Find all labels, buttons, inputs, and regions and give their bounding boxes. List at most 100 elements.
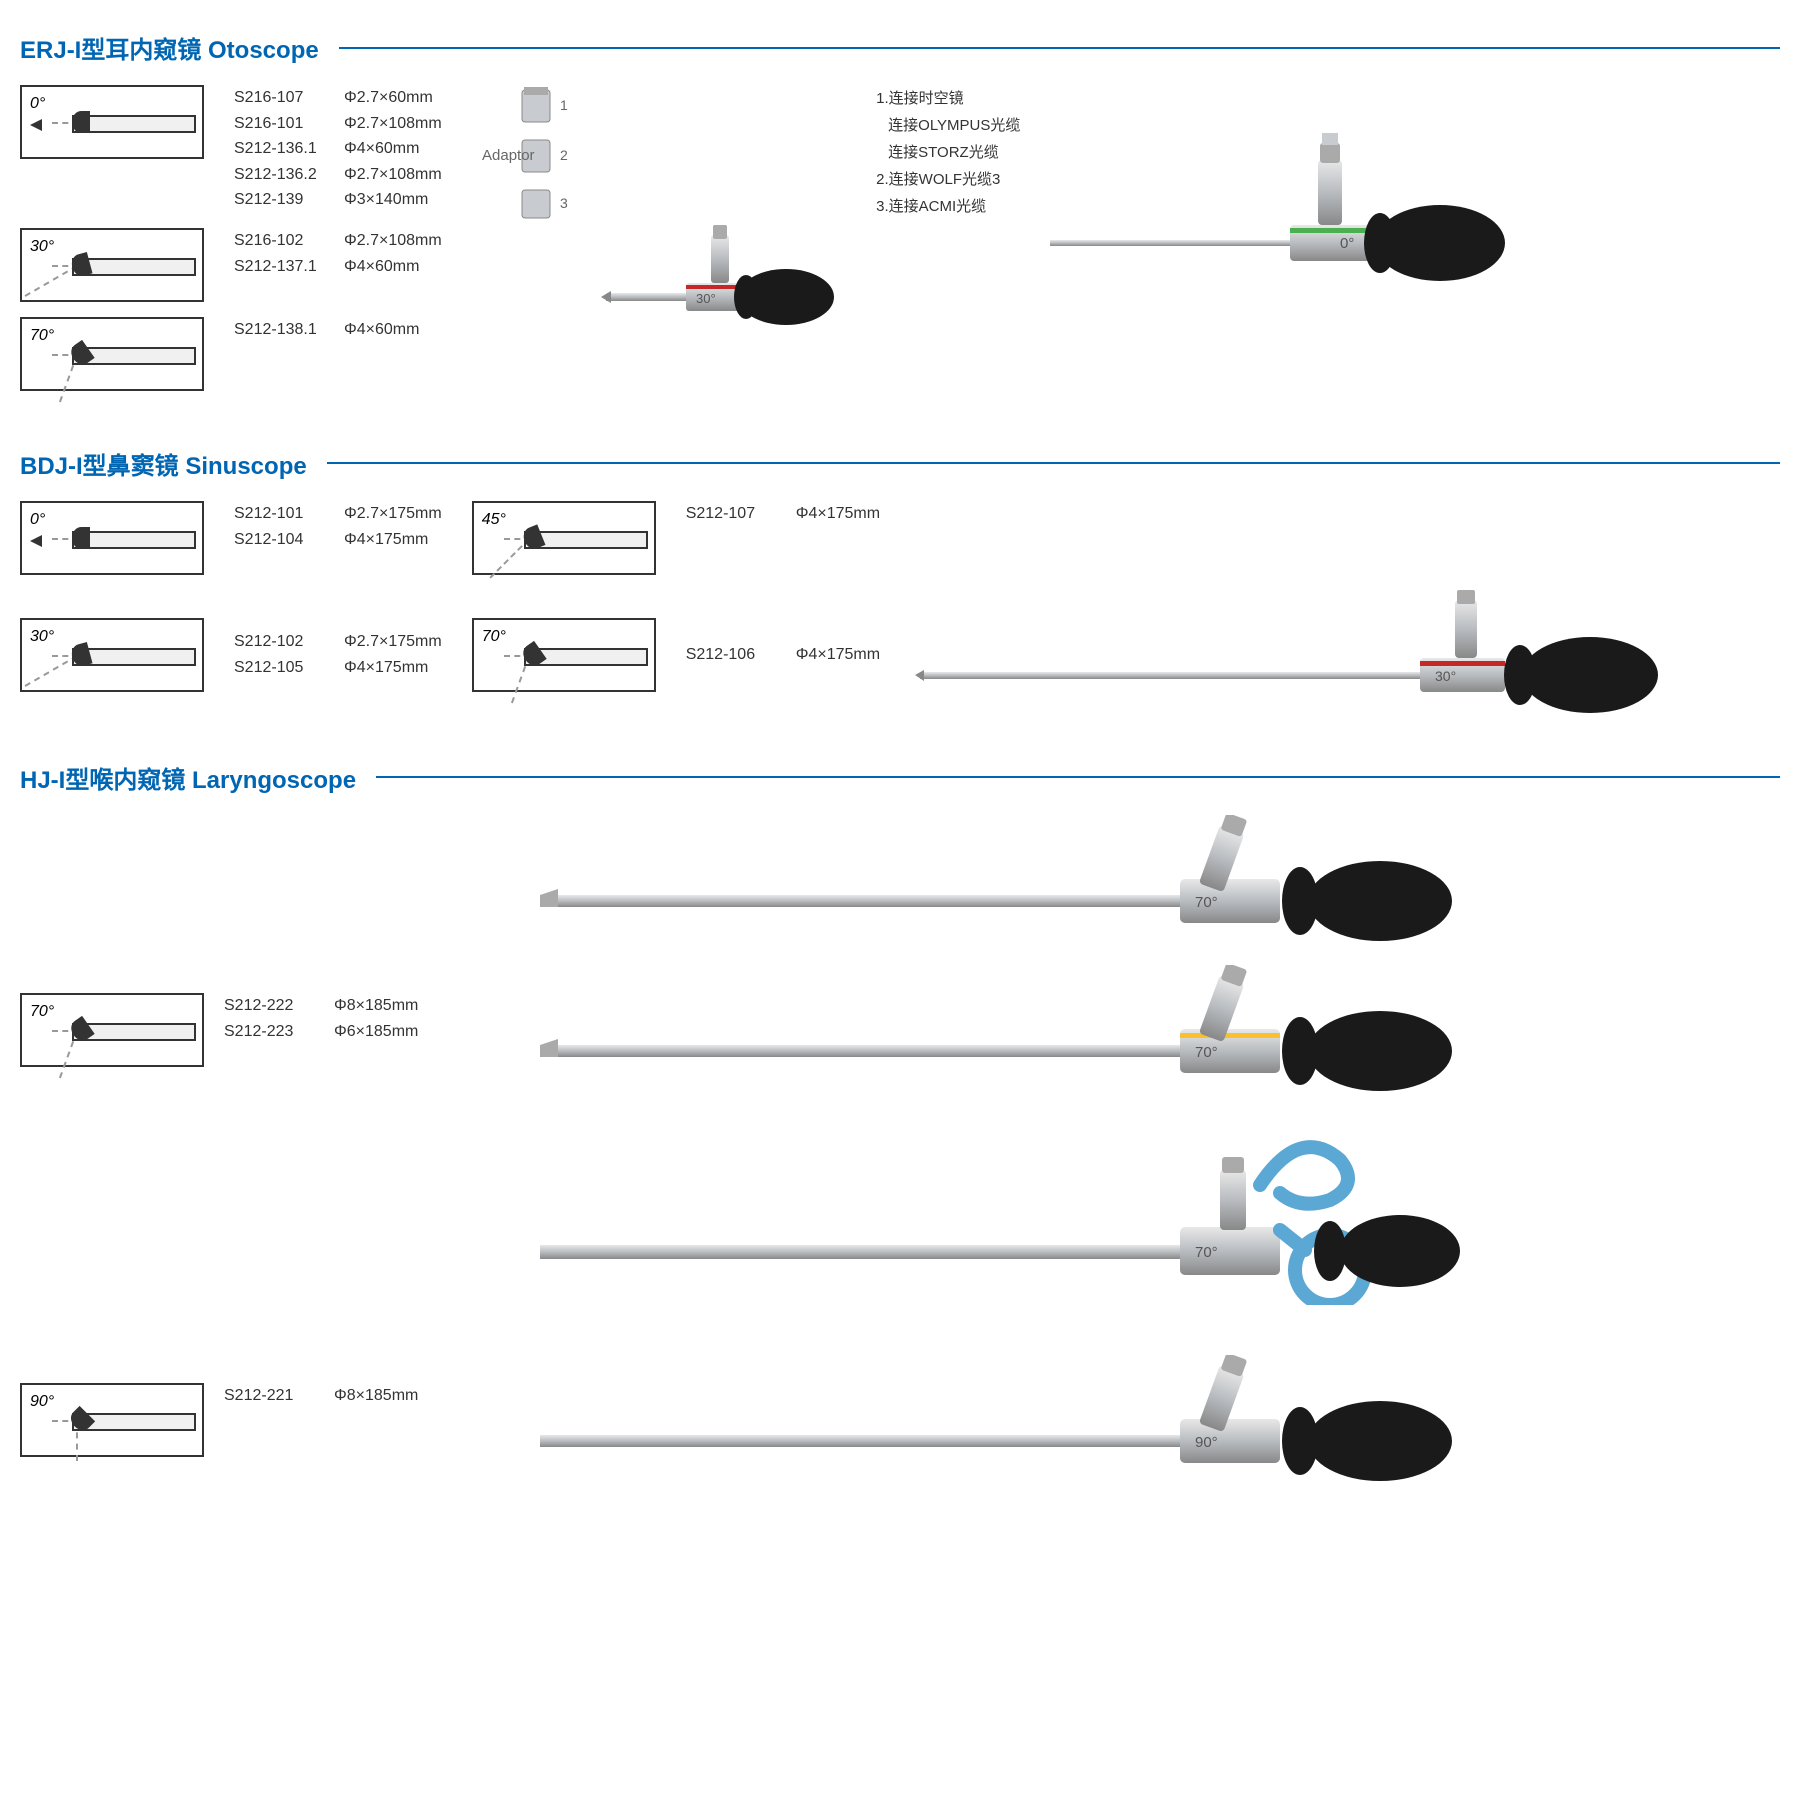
adaptor-diagram: 1 2 3 Adaptor	[482, 85, 592, 345]
spec-code: S212-223	[224, 1019, 319, 1045]
spec-dim: Φ2.7×175mm	[344, 501, 442, 527]
adaptor-notes: 1.连接时空镜 连接OLYMPUS光缆 连接STORZ光缆 2.连接WOLF光缆…	[876, 85, 1020, 220]
spec-code: S212-104	[234, 527, 329, 553]
scope-0-diagram: 0°	[1040, 85, 1540, 305]
svg-text:30°: 30°	[1435, 668, 1456, 684]
spec-dim: Φ8×185mm	[334, 993, 418, 1019]
angle-diagram-70deg: 70°	[472, 618, 656, 692]
spec-list: S212-106 Φ4×175mm	[686, 642, 880, 668]
spec-code: S212-106	[686, 642, 781, 668]
laryngoscope-70-handle: 70°	[530, 1115, 1550, 1305]
spec-dim: Φ4×175mm	[344, 655, 428, 681]
spec-code: S212-136.2	[234, 162, 329, 188]
angle-diagram-30deg: 30°	[20, 228, 204, 302]
spec-list: S212-107 Φ4×175mm	[686, 501, 880, 527]
section-laryngoscope: HJ-I型喉内窥镜 Laryngoscope 70° 70° S212-222 Φ…	[20, 760, 1780, 1485]
laryngoscope-70-b: 70°	[530, 965, 1550, 1095]
divider-line	[376, 776, 1780, 778]
laryngoscope-90: 90°	[530, 1355, 1550, 1485]
divider-line	[327, 462, 1780, 464]
note: 3.连接ACMI光缆	[876, 193, 1020, 220]
sinus-row-2: 30° S212-102Φ2.7×175mm S212-105Φ4×175mm …	[20, 590, 1780, 720]
angle-label: 70°	[482, 628, 506, 646]
spec-dim: Φ6×185mm	[334, 1019, 418, 1045]
angle-label: 90°	[30, 1393, 54, 1411]
adaptor-num-3: 3	[560, 195, 568, 211]
sinus-row-1: 0° S212-101 Φ2.7×175mm S212-104 Φ4×175mm 4…	[20, 501, 1780, 575]
spec-code: S216-107	[234, 85, 329, 111]
spec-code: S212-136.1	[234, 136, 329, 162]
angle-diagram-0deg: 0°	[20, 501, 204, 575]
angle-label: 45°	[482, 511, 506, 529]
adaptor-label: Adaptor	[482, 147, 535, 164]
spec-code: S212-137.1	[234, 254, 329, 280]
angle-diagram-45deg: 45°	[472, 501, 656, 575]
spec-list: S212-138.1 Φ4×60mm	[234, 317, 419, 343]
section-header: ERJ-I型耳内窥镜 Otoscope	[20, 30, 1780, 65]
spec-list: S212-102 Φ2.7×175mm S212-105 Φ4×175mm	[234, 629, 442, 680]
angle-label: 30°	[30, 628, 54, 646]
note: 连接OLYMPUS光缆	[876, 112, 1020, 139]
spec-dim: Φ3×140mm	[344, 187, 428, 213]
spec-dim: Φ4×60mm	[344, 317, 419, 343]
svg-text:70°: 70°	[1195, 1044, 1218, 1061]
spec-dim: Φ2.7×175mm	[344, 629, 442, 655]
spec-dim: Φ4×175mm	[796, 642, 880, 668]
spec-code: S212-138.1	[234, 317, 329, 343]
divider-line	[339, 47, 1780, 49]
sinuscope-diagram: 30°	[910, 590, 1730, 720]
spec-code: S212-105	[234, 655, 329, 681]
scope-30-diagram: 30°	[596, 205, 856, 345]
spec-code: S212-222	[224, 993, 319, 1019]
angle-label: 70°	[30, 327, 54, 345]
angle-row-0: 0° S216-107Φ2.7×60mm S216-101Φ2.7×108mm …	[20, 85, 442, 213]
angle-diagram-90deg: 90°	[20, 1383, 204, 1457]
spec-code: S212-101	[234, 501, 329, 527]
spec-dim: Φ4×60mm	[344, 136, 419, 162]
spec-dim: Φ2.7×108mm	[344, 162, 442, 188]
section-title: HJ-I型喉内窥镜 Laryngoscope	[20, 760, 376, 795]
spec-dim: Φ4×60mm	[344, 254, 419, 280]
angle-row-70: 70° S212-138.1 Φ4×60mm	[20, 317, 442, 391]
note: 1.连接时空镜	[876, 85, 1020, 112]
note: 连接STORZ光缆	[876, 139, 1020, 166]
spec-code: S216-101	[234, 111, 329, 137]
spec-code: S212-221	[224, 1383, 319, 1409]
angle-diagram-30deg: 30°	[20, 618, 204, 692]
spec-dim: Φ2.7×108mm	[344, 111, 442, 137]
spec-dim: Φ2.7×108mm	[344, 228, 442, 254]
spec-list: S216-102 Φ2.7×108mm S212-137.1 Φ4×60mm	[234, 228, 442, 279]
section-otoscope: ERJ-I型耳内窥镜 Otoscope 0° S216-107Φ2.7×60mm…	[20, 30, 1780, 406]
laryngo-row: 90° S212-221 Φ8×185mm 90°	[20, 1355, 1780, 1485]
laryngoscope-70-a: 70°	[530, 815, 1550, 945]
angle-label: 70°	[30, 1003, 54, 1021]
spec-dim: Φ8×185mm	[334, 1383, 418, 1409]
angle-diagram-0deg: 0°	[20, 85, 204, 159]
angle-label: 0°	[30, 95, 45, 113]
adaptor-group: 1 2 3 Adaptor 30°	[482, 85, 1541, 350]
angle-diagram-70deg: 70°	[20, 317, 204, 391]
angle-label: 30°	[30, 238, 54, 256]
spec-list: S212-221 Φ8×185mm	[224, 1383, 418, 1409]
section-title: ERJ-I型耳内窥镜 Otoscope	[20, 30, 339, 65]
note: 2.连接WOLF光缆3	[876, 166, 1020, 193]
adaptor-num-1: 1	[560, 97, 568, 113]
section-title: BDJ-I型鼻窦镜 Sinuscope	[20, 446, 327, 481]
spec-code: S212-102	[234, 629, 329, 655]
laryngo-row: 70°	[20, 1115, 1780, 1305]
angle-label: 0°	[30, 511, 45, 529]
section-header: HJ-I型喉内窥镜 Laryngoscope	[20, 760, 1780, 795]
laryngo-row: 70° S212-222 Φ8×185mm S212-223 Φ6×185mm 70…	[20, 965, 1780, 1095]
section-header: BDJ-I型鼻窦镜 Sinuscope	[20, 446, 1780, 481]
spec-code: S216-102	[234, 228, 329, 254]
spec-code: S212-107	[686, 501, 781, 527]
angle-diagram-70deg: 70°	[20, 993, 204, 1067]
spec-list: S212-101 Φ2.7×175mm S212-104 Φ4×175mm	[234, 501, 442, 552]
spec-list: S216-107Φ2.7×60mm S216-101Φ2.7×108mm S21…	[234, 85, 442, 213]
spec-dim: Φ4×175mm	[344, 527, 428, 553]
spec-dim: Φ4×175mm	[796, 501, 880, 527]
svg-text:30°: 30°	[696, 291, 716, 306]
adaptor-num-2: 2	[560, 147, 568, 163]
spec-list: S212-222 Φ8×185mm S212-223 Φ6×185mm	[224, 993, 418, 1044]
svg-text:90°: 90°	[1195, 1434, 1218, 1451]
